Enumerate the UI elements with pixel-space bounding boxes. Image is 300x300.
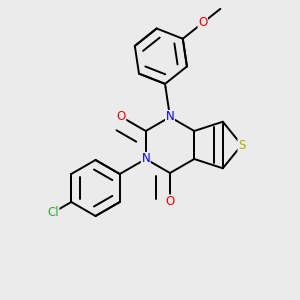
Text: N: N: [166, 110, 174, 124]
Text: O: O: [165, 195, 175, 208]
Text: N: N: [141, 152, 150, 166]
Text: S: S: [238, 139, 245, 152]
Text: O: O: [198, 16, 207, 29]
Text: O: O: [116, 110, 126, 123]
Text: Cl: Cl: [47, 206, 59, 219]
